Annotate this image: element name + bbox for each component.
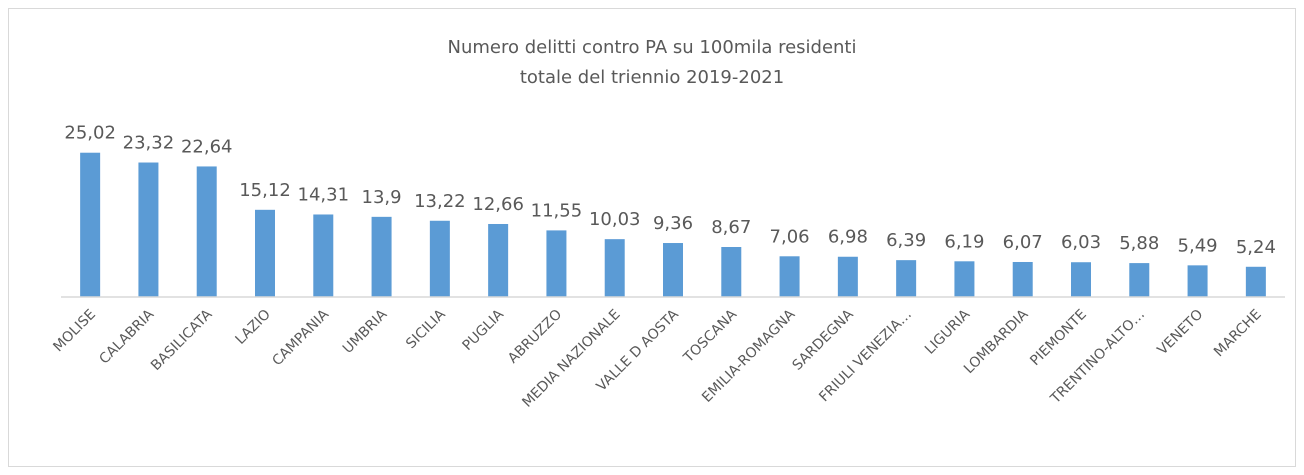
bar xyxy=(196,166,217,297)
chart-subtitle: totale del triennio 2019-2021 xyxy=(520,67,784,88)
bar xyxy=(546,230,567,297)
bar xyxy=(779,256,800,297)
bar xyxy=(255,209,275,297)
bar xyxy=(313,214,334,297)
data-label: 6,19 xyxy=(944,231,984,252)
bar xyxy=(138,162,159,297)
bar xyxy=(429,220,450,297)
data-label: 5,88 xyxy=(1119,233,1159,254)
bar xyxy=(721,247,742,297)
data-label: 7,06 xyxy=(770,226,810,247)
bar xyxy=(371,216,392,297)
data-label: 13,9 xyxy=(362,187,402,208)
chart-title: Numero delitti contro PA su 100mila resi… xyxy=(448,37,857,58)
data-label: 6,03 xyxy=(1061,232,1101,253)
chart-border xyxy=(8,8,1296,467)
bar xyxy=(1012,261,1033,297)
data-label: 14,31 xyxy=(298,184,350,205)
data-label: 23,32 xyxy=(123,133,175,154)
bar xyxy=(896,260,917,297)
data-label: 11,55 xyxy=(531,200,583,221)
bar xyxy=(954,261,975,297)
data-label: 6,98 xyxy=(828,227,868,248)
data-label: 10,03 xyxy=(589,209,641,230)
data-label: 5,24 xyxy=(1236,237,1276,258)
data-label: 9,36 xyxy=(653,213,693,234)
bar xyxy=(1129,263,1150,297)
data-label: 15,12 xyxy=(239,180,291,201)
bar xyxy=(1187,265,1208,297)
bar xyxy=(1245,266,1266,297)
data-label: 25,02 xyxy=(64,123,116,144)
data-label: 8,67 xyxy=(711,217,751,238)
bar xyxy=(1071,262,1091,297)
data-label: 6,07 xyxy=(1003,232,1043,253)
data-label: 22,64 xyxy=(181,136,233,157)
bar xyxy=(80,152,101,297)
data-label: 12,66 xyxy=(472,194,524,215)
data-label: 6,39 xyxy=(886,230,926,251)
bar xyxy=(837,256,858,297)
bar xyxy=(663,243,683,297)
data-label: 13,22 xyxy=(414,191,466,212)
bar xyxy=(604,239,625,297)
data-label: 5,49 xyxy=(1178,235,1218,256)
bar xyxy=(488,223,509,297)
